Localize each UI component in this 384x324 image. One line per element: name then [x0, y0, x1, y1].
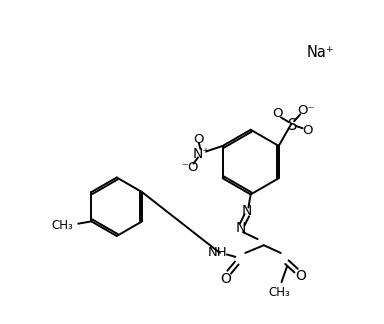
Text: N⁺: N⁺ [192, 147, 210, 161]
Text: O: O [193, 133, 203, 146]
Text: N: N [242, 204, 252, 218]
Text: O: O [303, 124, 313, 137]
Text: CH₃: CH₃ [268, 286, 290, 299]
Text: O⁻: O⁻ [298, 104, 315, 117]
Text: O: O [295, 269, 306, 283]
Text: Na⁺: Na⁺ [306, 45, 334, 60]
Text: S: S [288, 118, 297, 133]
Text: ⁻O: ⁻O [182, 161, 199, 174]
Text: O: O [220, 272, 231, 286]
Text: O: O [272, 107, 282, 120]
Text: CH₃: CH₃ [51, 219, 73, 232]
Text: NH: NH [208, 247, 227, 260]
Text: N: N [235, 221, 246, 235]
